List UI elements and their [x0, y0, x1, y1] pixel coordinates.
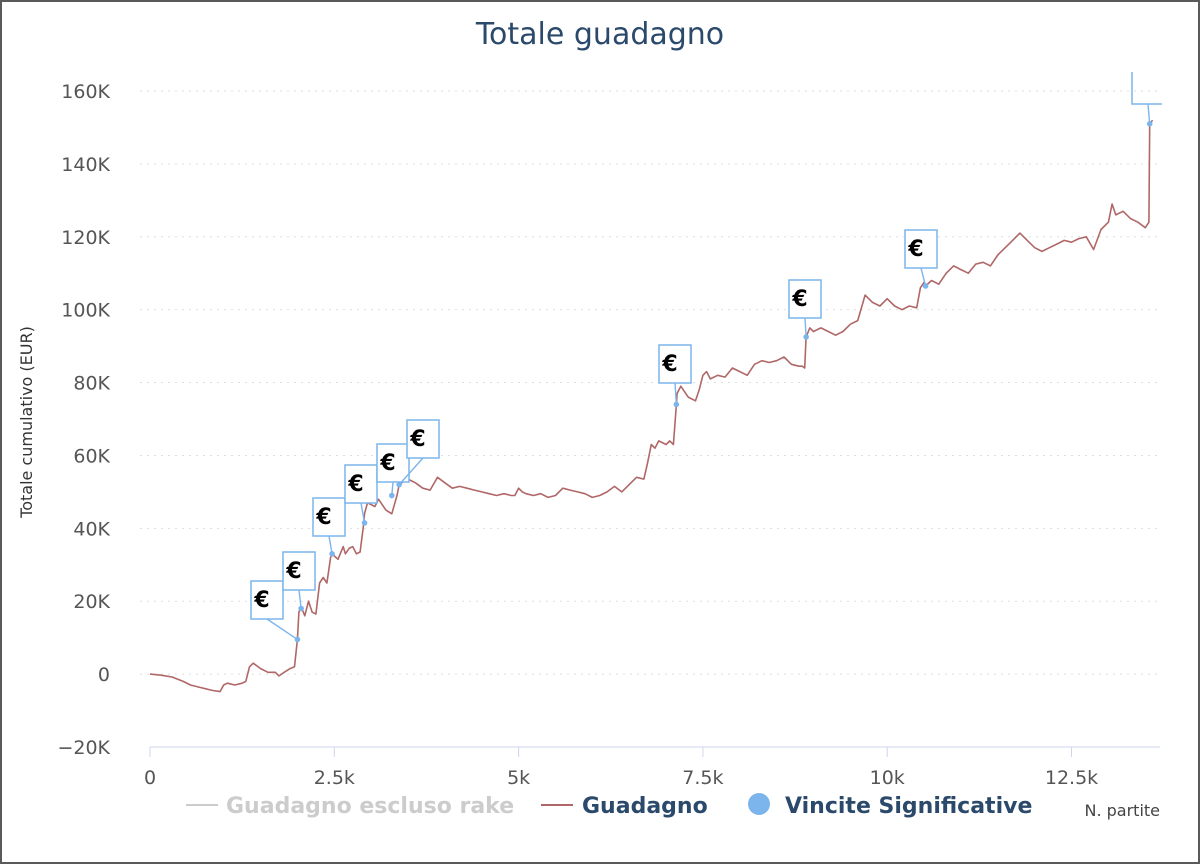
legend-item-guadagno[interactable]: Guadagno	[541, 794, 708, 819]
flag-box	[282, 551, 316, 591]
series-line-guadagno	[149, 119, 1154, 693]
flag-box	[788, 279, 822, 319]
flag-marker: €	[396, 419, 440, 488]
flag-marker: €	[788, 279, 822, 340]
flag-euro-label: €	[907, 237, 923, 262]
significant-win-point	[329, 551, 335, 557]
flag-connector	[674, 382, 678, 405]
y-axis-label: Totale cumulativo (EUR)	[17, 326, 36, 519]
flag-connector	[360, 502, 366, 523]
y-tick-label: 160K	[61, 81, 110, 103]
flag-box	[376, 443, 410, 483]
significant-win-point	[298, 605, 304, 612]
y-tick-label: 120K	[61, 227, 110, 249]
legend-label-guadagno: Guadagno	[582, 794, 708, 819]
y-tick-label: 140K	[61, 154, 110, 176]
significant-win-point	[396, 481, 402, 488]
flag-marker: €	[658, 344, 692, 408]
y-tick-label: 100K	[61, 300, 110, 322]
y-tick-label: −20K	[57, 737, 110, 759]
flag-marker: €	[376, 443, 410, 499]
flag-box	[406, 419, 440, 459]
flag-euro-label: €	[409, 427, 425, 452]
grid	[140, 90, 1160, 675]
legend-swatch-vincite	[748, 793, 770, 815]
flag-euro-label: €	[347, 472, 363, 497]
y-tick-label: 0	[98, 664, 110, 686]
y-tick-label: 40K	[73, 518, 110, 540]
flag-euro-label: €	[791, 287, 807, 312]
x-tick-label: 12.5k	[1045, 767, 1098, 789]
flag-box	[250, 580, 284, 620]
legend: Guadagno escluso rake Guadagno Vincite S…	[186, 793, 1032, 819]
flag-connector	[398, 457, 424, 486]
flag-box	[312, 497, 346, 537]
flag-marker: €	[282, 551, 316, 612]
chart-title: Totale guadagno	[475, 17, 724, 52]
significant-win-point	[922, 283, 929, 289]
flag-euro-label: €	[661, 352, 677, 377]
significant-win-point	[1146, 121, 1153, 127]
flag-marker	[1131, 72, 1162, 127]
flag-euro-label: €	[379, 451, 395, 476]
y-tick-label: 80K	[73, 373, 110, 395]
significant-win-point	[389, 492, 395, 499]
flag-box	[344, 464, 378, 504]
flag-connector	[298, 589, 302, 609]
significant-win-point	[673, 401, 680, 408]
significant-win-point	[294, 636, 301, 643]
x-tick-label: 7.5k	[682, 767, 723, 789]
series-layer	[149, 119, 1154, 693]
x-tick-label: 2.5k	[314, 767, 355, 789]
legend-label-vincite-significative: Vincite Significative	[785, 794, 1032, 819]
flag-marker: €	[344, 464, 378, 526]
flag-marker: €	[904, 229, 938, 289]
x-axis-label: N. partite	[1084, 801, 1160, 820]
flag-connector	[804, 317, 807, 338]
marker-layer: € € € € € € € € €	[250, 72, 1162, 643]
legend-item-vincite-significative[interactable]: Vincite Significative	[748, 793, 1032, 819]
flag-euro-label: €	[315, 505, 331, 530]
flag-box	[904, 229, 938, 269]
flag-euro-label: €	[285, 559, 301, 584]
flag-connector	[920, 267, 927, 287]
x-tick-label: 5k	[507, 767, 530, 789]
flag-connector	[328, 535, 333, 554]
flag-box	[658, 344, 692, 384]
legend-item-guadagno-escluso-rake[interactable]: Guadagno escluso rake	[186, 794, 514, 819]
significant-win-point	[361, 520, 368, 526]
axes: Totale cumulativo (EUR) N. partite −20K 0…	[17, 81, 1160, 820]
flag-euro-label: €	[253, 588, 269, 613]
flag-marker: €	[312, 497, 346, 557]
significant-win-point	[803, 334, 809, 340]
x-tick-label: 0	[144, 767, 156, 789]
flag-connector	[266, 618, 298, 641]
flag-connector	[1147, 103, 1151, 124]
y-tick-label: 60K	[73, 445, 110, 467]
flag-marker: €	[250, 580, 301, 643]
y-tick-label: 20K	[73, 591, 110, 613]
x-tick-label: 10k	[870, 767, 905, 789]
legend-label-guadagno-escluso-rake: Guadagno escluso rake	[226, 794, 514, 819]
flag-box	[1131, 72, 1162, 105]
